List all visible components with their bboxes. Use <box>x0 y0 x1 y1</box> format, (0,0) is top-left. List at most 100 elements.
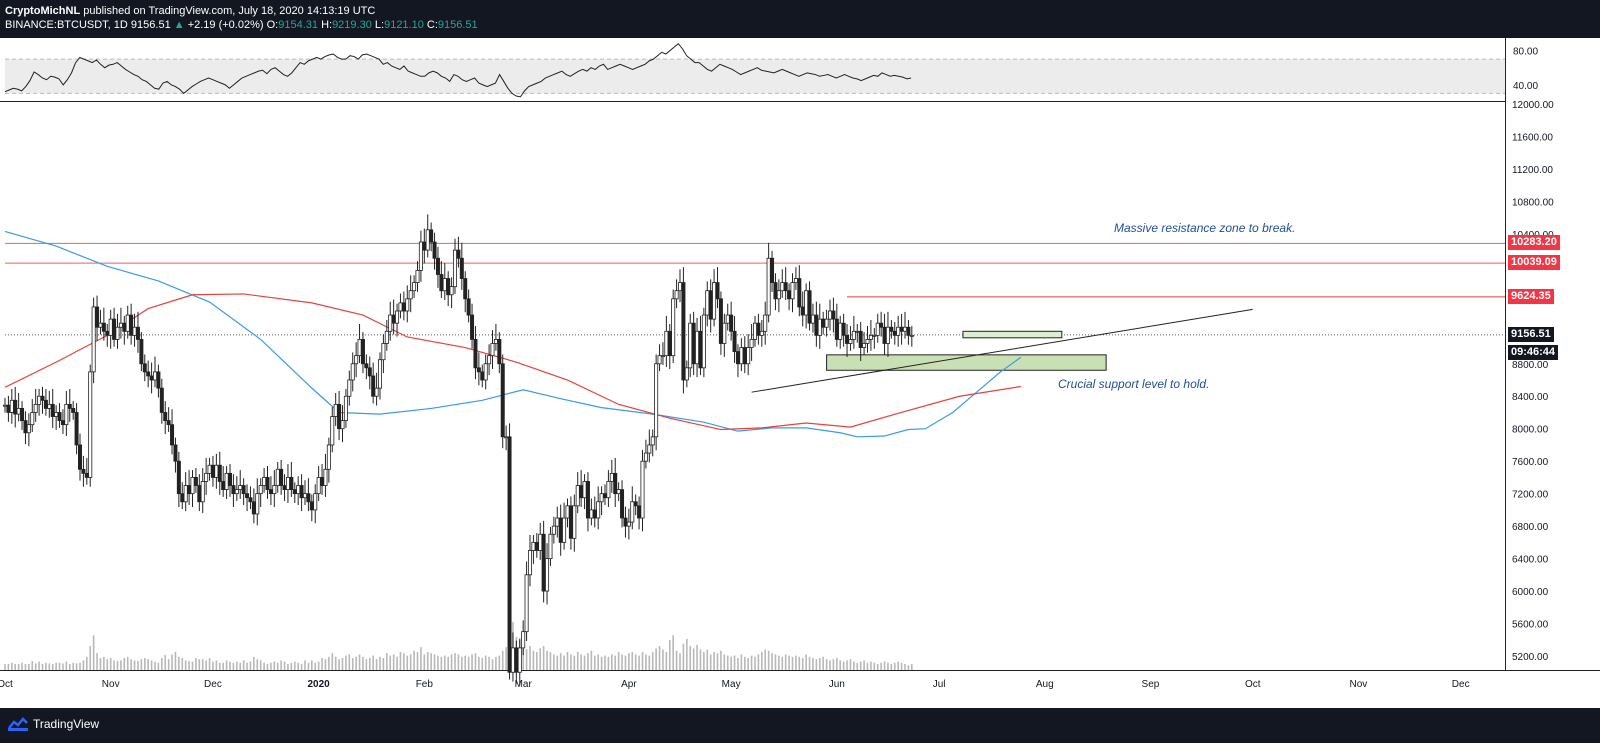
candle <box>862 343 867 348</box>
volume-bar <box>103 656 105 670</box>
volume-bar <box>229 661 231 670</box>
symbol-line: BINANCE:BTCUSDT, 1D 9156.51 ▲ +2.19 (+0.… <box>5 18 478 32</box>
candle <box>173 444 178 462</box>
candle <box>149 375 154 381</box>
candle <box>415 270 420 283</box>
candle <box>279 468 284 486</box>
candle <box>456 249 461 259</box>
candle <box>435 257 440 275</box>
candle <box>712 282 717 320</box>
candle <box>722 322 727 344</box>
candle <box>347 379 352 397</box>
candle <box>40 395 45 401</box>
candle <box>95 306 100 328</box>
candle <box>367 367 372 377</box>
candle <box>654 363 659 438</box>
candle <box>787 290 792 300</box>
tradingview-logo-icon <box>8 717 28 731</box>
candle <box>504 436 509 439</box>
candle <box>71 408 76 413</box>
symbol-name[interactable]: BINANCE:BTCUSDT, 1D <box>5 19 128 31</box>
volume-bar <box>358 654 361 670</box>
volume-bar <box>137 661 139 670</box>
volume-bar <box>873 662 876 670</box>
open-value: 9154.31 <box>278 19 318 31</box>
tradingview-brand[interactable]: TradingView <box>8 717 99 731</box>
candle <box>439 274 444 292</box>
rsi-tick-label: 80.00 <box>1513 47 1538 58</box>
author-name[interactable]: CryptoMichNL <box>5 5 81 17</box>
candle <box>555 517 560 527</box>
candle <box>302 493 307 499</box>
candle <box>729 314 734 332</box>
volume-bar <box>96 653 98 670</box>
candle <box>193 477 198 486</box>
candle <box>909 334 914 337</box>
volume-bar <box>41 664 44 670</box>
volume-bar <box>853 661 855 670</box>
volume-bar <box>433 654 436 670</box>
chart-canvas[interactable]: 80.00 40.00 12000.00 11600.00 11200.00 10800.… <box>0 38 1600 708</box>
volume-bar <box>488 656 490 670</box>
price-tick-label: 11200.00 <box>1512 165 1553 176</box>
volume-bar <box>866 662 869 670</box>
volume-bar <box>300 664 303 670</box>
volume-bar <box>675 650 678 670</box>
time-tick-label: Dec <box>204 679 222 690</box>
volume-bar <box>191 661 194 670</box>
candle <box>865 339 870 344</box>
candle <box>667 330 672 357</box>
candle <box>657 355 662 365</box>
volume-bar <box>536 652 538 670</box>
volume-bar <box>484 655 487 670</box>
candle <box>122 322 127 332</box>
candle <box>374 387 379 397</box>
candle <box>885 326 890 344</box>
candle <box>640 460 645 519</box>
candle <box>756 322 761 336</box>
volume-bar <box>761 652 763 670</box>
price-chart-svg[interactable]: 80.00 40.00 12000.00 11600.00 11200.00 10800.… <box>0 38 1600 708</box>
candle <box>753 322 758 340</box>
candle <box>804 290 809 316</box>
volume-bar <box>631 652 634 670</box>
candle <box>903 326 908 332</box>
candle <box>163 412 168 421</box>
candle <box>814 314 819 336</box>
volume-bar <box>525 649 528 670</box>
rsi-line <box>4 43 912 98</box>
candle <box>572 505 577 539</box>
candle <box>227 472 232 486</box>
volume-bar <box>648 655 651 670</box>
candle <box>146 371 151 377</box>
candle <box>688 322 693 369</box>
candle <box>609 472 614 482</box>
volume-bar <box>655 648 657 670</box>
candle <box>231 485 236 495</box>
volume-bar <box>788 655 790 670</box>
volume-bar <box>481 658 484 670</box>
countdown-label: 09:46:44 <box>1508 344 1559 360</box>
candle <box>326 444 331 470</box>
candle <box>466 298 471 316</box>
candle <box>429 229 434 243</box>
candle <box>357 339 362 357</box>
price-tick-label: 11600.00 <box>1512 132 1553 143</box>
close-value: 9156.51 <box>437 19 478 31</box>
volume-bar <box>143 658 146 670</box>
volume-bar <box>624 655 627 670</box>
volume-bar <box>672 635 674 670</box>
candle <box>268 489 273 495</box>
time-tick-label: Dec <box>1452 679 1470 690</box>
candle <box>200 481 205 503</box>
support-zone <box>826 354 1107 371</box>
candle <box>684 367 689 381</box>
candle <box>562 517 567 543</box>
volume-bar <box>767 650 770 670</box>
candle <box>6 404 11 413</box>
candle <box>132 326 137 336</box>
volume-bar <box>123 658 126 670</box>
candle <box>204 472 209 482</box>
candle <box>292 489 297 495</box>
candle <box>452 249 457 288</box>
